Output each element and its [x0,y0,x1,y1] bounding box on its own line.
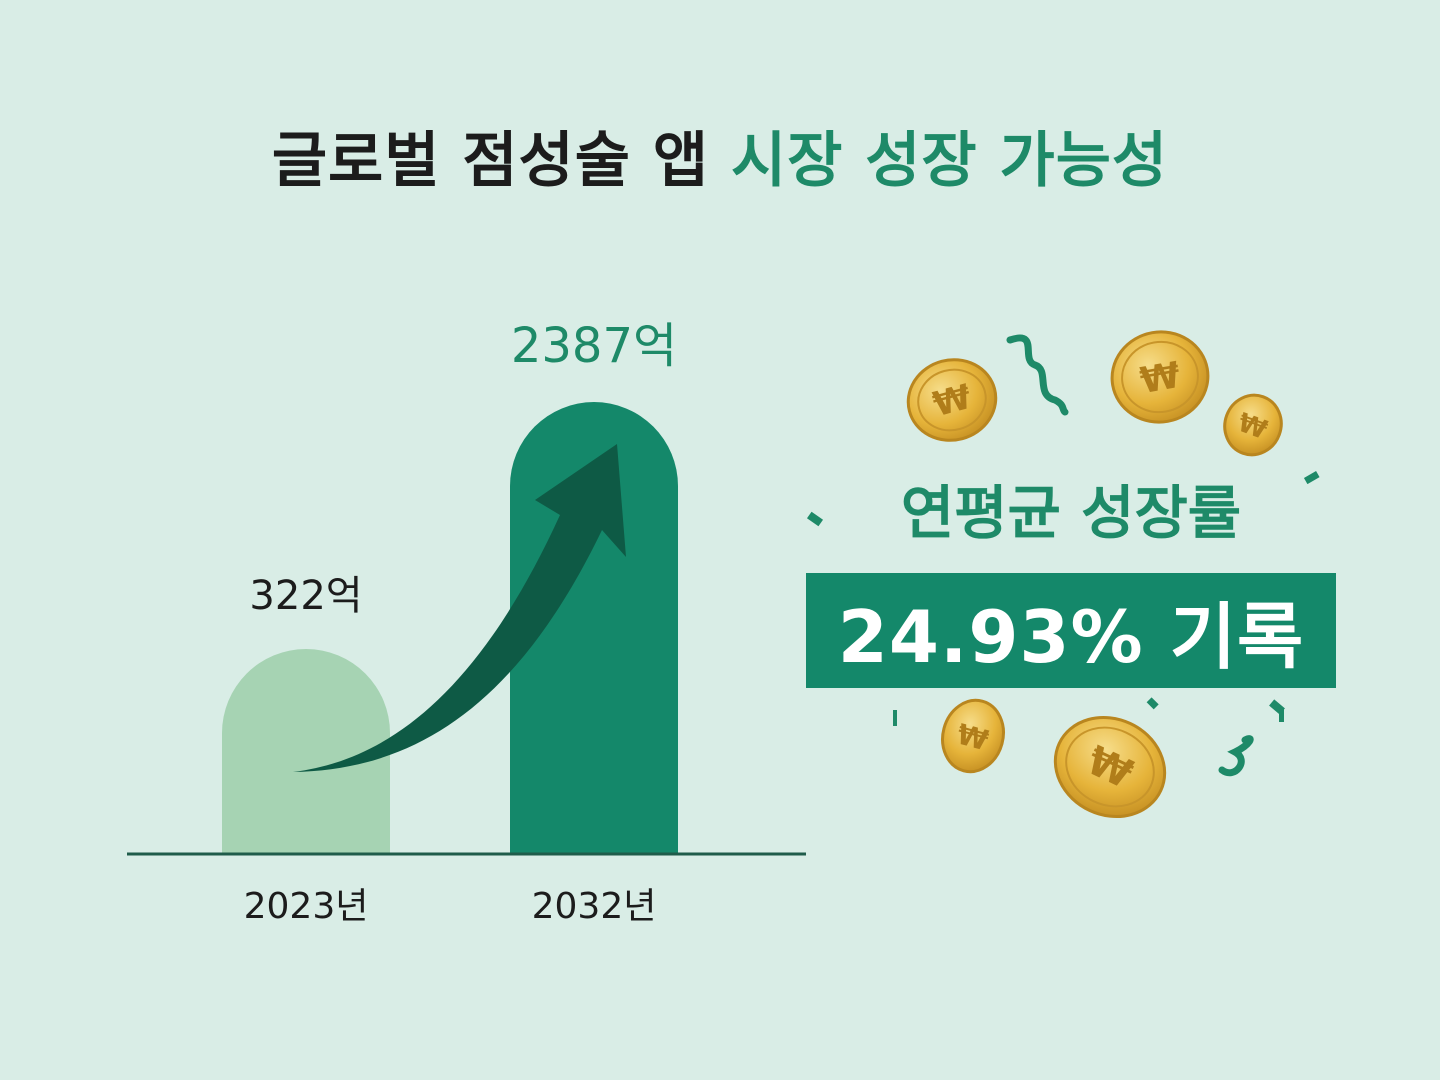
cagr-value: 24.93% 기록 [837,595,1305,679]
title-part2: 시장 성장 가능성 [730,126,1169,196]
svg-text:₩: ₩ [1137,355,1184,402]
title-part1: 글로벌 점성술 앱 [271,126,710,196]
data-label: 322억 [249,573,362,619]
bar-2023년 [222,649,390,854]
confetti-icon [806,471,1320,726]
page-title: 글로벌 점성술 앱 시장 성장 가능성 [0,112,1440,199]
growth-arrow-icon [293,444,626,772]
coin-icon: ₩ [1053,715,1167,819]
coin-icon: ₩ [1223,393,1283,457]
bar-2032년 [510,402,678,854]
x-tick-label: 2023년 [244,886,369,927]
x-tick-label: 2032년 [532,886,657,927]
confetti-icon [1006,334,1254,777]
cagr-label: 연평균 성장률 [900,479,1242,547]
coin-icon: ₩ [1110,330,1210,424]
data-label: 2387억 [511,318,677,374]
coin-icon: ₩ [941,698,1005,774]
coin-icon: ₩ [906,358,998,442]
cagr-value-badge: 24.93% 기록 [806,573,1336,688]
